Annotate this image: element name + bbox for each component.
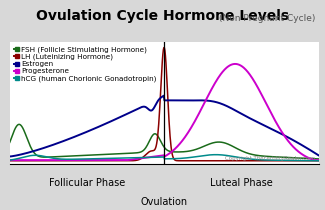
Text: Copyright TheFertilityRealm.com: Copyright TheFertilityRealm.com [225, 156, 315, 161]
Text: Ovulation Cycle Hormone Levels: Ovulation Cycle Hormone Levels [36, 9, 289, 24]
Text: Luteal Phase: Luteal Phase [210, 178, 273, 188]
Text: Ovulation: Ovulation [140, 197, 188, 207]
Text: Follicular Phase: Follicular Phase [49, 178, 125, 188]
Legend: FSH (Follicle Stimulating Hormone), LH (Luteinizing Hormone), Estrogen, Progeste: FSH (Follicle Stimulating Hormone), LH (… [13, 46, 157, 82]
Text: (Non Pregnant Cycle): (Non Pregnant Cycle) [219, 14, 315, 23]
